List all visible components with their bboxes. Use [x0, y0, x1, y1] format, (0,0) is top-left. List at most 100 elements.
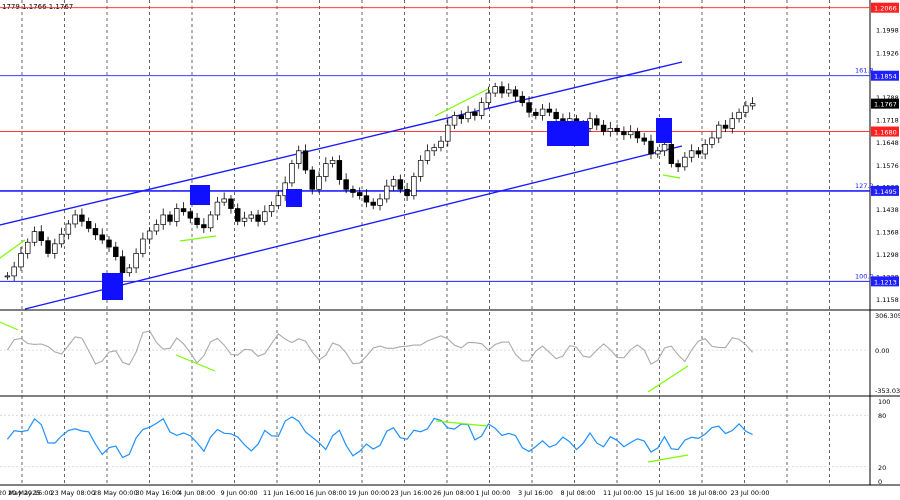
cci-divergence-line — [0, 321, 19, 331]
rsi-panel: 100 80 20 0 — [0, 398, 890, 486]
time-tick-label: 11 Jul 00:00 — [603, 489, 642, 497]
candle-body — [153, 224, 160, 232]
candle-body — [167, 214, 173, 222]
rsi-tick-label: 0 — [878, 478, 882, 486]
candlesticks — [4, 81, 756, 282]
time-tick-label: 20 May 2025 — [0, 489, 40, 497]
candle-body — [607, 127, 614, 132]
candle-body — [214, 201, 221, 216]
candle-body — [289, 163, 295, 184]
candle-body — [38, 231, 44, 241]
candle-body — [45, 240, 51, 254]
price-tick-label: 1.1788 — [876, 94, 899, 102]
candle-body — [404, 188, 410, 197]
level-price-label: 1.1767 — [874, 101, 897, 109]
candle-body — [228, 198, 234, 209]
time-tick-label: 30 May 16:00 — [136, 489, 181, 497]
candle-body — [363, 195, 370, 203]
candle-body — [553, 111, 559, 120]
fib-label: 161.8 — [855, 67, 874, 75]
candle-body — [648, 140, 654, 155]
channel-lower-line — [24, 145, 683, 310]
price-tick-label: 1.1926 — [876, 50, 899, 58]
candle-body — [52, 243, 58, 254]
candle-body — [295, 150, 302, 164]
fib-label: 127.2 — [855, 182, 874, 190]
price-tick-label: 1.1998 — [876, 27, 899, 35]
candle-body — [377, 198, 383, 206]
candle-body — [499, 86, 505, 94]
cci-divergence-line — [175, 354, 216, 372]
divergence-line — [434, 88, 489, 117]
level-price-label: 1.2066 — [874, 5, 897, 13]
candle-body — [241, 217, 248, 222]
price-tick-label: 1.1368 — [876, 229, 899, 237]
candle-body — [262, 211, 268, 222]
level-price-box — [871, 185, 899, 196]
candle-body — [743, 105, 749, 113]
candle-body — [661, 144, 668, 152]
candle-body — [384, 185, 390, 200]
time-tick-label: 15 Jul 16:00 — [646, 489, 685, 497]
time-tick-label: 20 May 16:00 — [8, 489, 53, 497]
candle-body — [316, 176, 322, 190]
time-tick-label: 18 Jul 08:00 — [688, 489, 727, 497]
cci-tick-label: 306.3051 — [875, 312, 900, 320]
candle-body — [11, 266, 17, 277]
candle-body — [641, 137, 647, 142]
time-tick-label: 4 Jun 08:00 — [178, 489, 215, 497]
candle-body — [18, 253, 24, 268]
candle-body — [539, 108, 546, 116]
candle-body — [716, 124, 722, 139]
candle-body — [749, 103, 756, 107]
candle-body — [614, 127, 620, 132]
price-quote: 1779 1.1766 1.1767 — [2, 3, 73, 11]
channel-upper-line — [0, 61, 683, 226]
candle-body — [533, 111, 539, 116]
signal-box — [547, 121, 589, 146]
fib-label: 100.0 — [855, 272, 874, 280]
candle-body — [600, 124, 607, 132]
price-tick-label: 1.1576 — [876, 162, 899, 170]
candle-body — [634, 131, 641, 139]
candle-body — [85, 221, 92, 229]
divergence-line — [0, 239, 26, 259]
rsi-tick-label: 80 — [878, 412, 886, 420]
candle-body — [302, 150, 309, 171]
candle-body — [472, 111, 478, 116]
candle-body — [180, 208, 187, 213]
signal-box — [102, 273, 123, 300]
price-tick-label: 1.1438 — [876, 206, 899, 214]
candle-body — [424, 150, 431, 161]
candle-body — [390, 179, 397, 187]
level-price-label: 1.1854 — [874, 73, 897, 81]
candle-body — [417, 160, 424, 177]
candle-body — [512, 89, 519, 97]
candle-body — [492, 86, 498, 94]
candle-body — [113, 246, 119, 258]
candle-body — [594, 118, 600, 126]
candle-body — [655, 150, 661, 155]
candle-body — [526, 102, 532, 113]
time-tick-label: 8 Jul 08:00 — [561, 489, 596, 497]
candle-body — [106, 239, 112, 248]
cci-panel: 306.3051 0.00 -353.035 — [0, 312, 900, 395]
candle-body — [207, 214, 214, 229]
candle-body — [79, 214, 85, 222]
trend-channel — [0, 61, 683, 310]
candle-body — [146, 230, 153, 240]
level-price-box — [871, 70, 899, 81]
time-tick-label: 16 Jun 08:00 — [306, 489, 347, 497]
candle-body — [445, 124, 451, 142]
candle-body — [126, 267, 133, 274]
time-tick-label: 28 May 00:00 — [93, 489, 138, 497]
candle-body — [729, 118, 736, 129]
rsi-divergence-line — [647, 454, 689, 463]
candle-body — [65, 223, 72, 235]
candle-body — [336, 160, 343, 181]
candle-body — [309, 169, 315, 190]
candle-body — [465, 111, 471, 120]
time-tick-label: 26 Jun 08:00 — [433, 489, 474, 497]
rsi-tick-label: 100 — [878, 398, 890, 406]
